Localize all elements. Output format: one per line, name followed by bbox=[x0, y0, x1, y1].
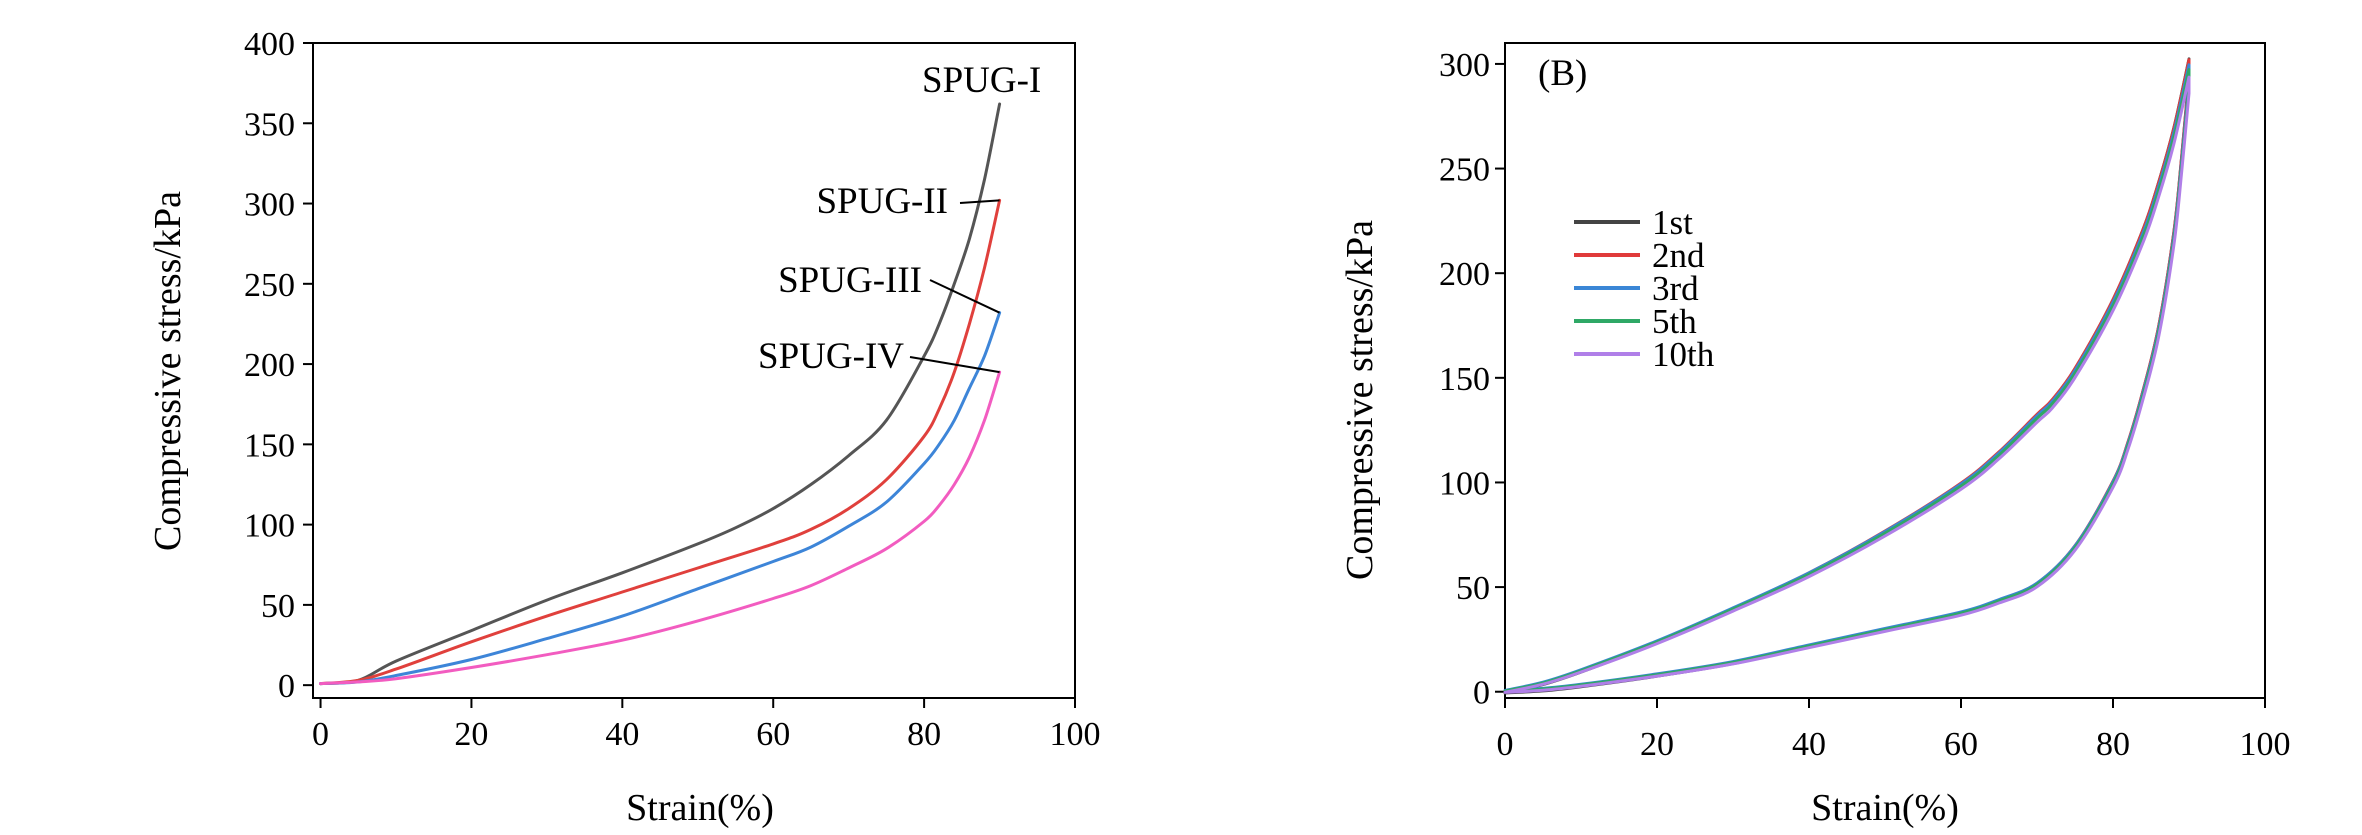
chart-b-x-tick-label: 80 bbox=[2096, 726, 2130, 763]
legend-label-2nd: 2nd bbox=[1652, 236, 1705, 275]
chart-b-x-tick-label: 20 bbox=[1640, 726, 1674, 763]
series-loop-1st bbox=[1503, 57, 2191, 695]
chart-a-ticks: 0 20 40 60 80 100 0 50 100 150 200 250 300 350 400 bbox=[244, 26, 1101, 753]
chart-a-x-tick-label: 80 bbox=[907, 716, 941, 753]
series-loop-5th bbox=[1503, 68, 2191, 693]
series-line-spug-i bbox=[319, 102, 1002, 686]
chart-a-y-tick-label: 50 bbox=[261, 588, 295, 625]
series-line-spug-iii bbox=[319, 311, 1002, 686]
chart-a-plot-frame bbox=[312, 42, 1076, 699]
chart-b: (B) 0 20 40 60 80 100 0 50 100 150 200 250 300 1st2n… bbox=[1339, 42, 2291, 829]
series-loop-2nd bbox=[1503, 58, 2191, 694]
chart-b-x-axis-label: Strain(%) bbox=[1811, 787, 1959, 829]
chart-a-x-tick-label: 20 bbox=[454, 716, 488, 753]
chart-a-y-tick-label: 400 bbox=[244, 26, 295, 63]
chart-b-y-tick-label: 250 bbox=[1439, 152, 1490, 189]
chart-a-y-tick-label: 150 bbox=[244, 427, 295, 464]
chart-b-y-tick-label: 150 bbox=[1439, 361, 1490, 398]
series-line-spug-iv bbox=[319, 370, 1002, 686]
chart-b-x-tick-label: 60 bbox=[1944, 726, 1978, 763]
legend-label-3rd: 3rd bbox=[1652, 269, 1699, 308]
annotation-spug-iv: SPUG-IV bbox=[758, 336, 904, 377]
chart-a: 0 20 40 60 80 100 0 50 100 150 200 250 300 350 400 SPU… bbox=[147, 26, 1101, 829]
legend-label-5th: 5th bbox=[1652, 302, 1697, 341]
series-line-spug-ii bbox=[319, 198, 1002, 686]
chart-a-x-tick-label: 60 bbox=[756, 716, 790, 753]
chart-b-x-tick-label: 100 bbox=[2240, 726, 2291, 763]
chart-a-y-axis-label: Compressive stress/kPa bbox=[147, 191, 189, 551]
chart-a-y-tick-label: 0 bbox=[278, 668, 295, 705]
series-loop-10th bbox=[1503, 75, 2191, 694]
chart-b-x-tick-label: 40 bbox=[1792, 726, 1826, 763]
legend-label-10th: 10th bbox=[1652, 335, 1715, 374]
chart-a-y-tick-label: 300 bbox=[244, 187, 295, 224]
annotation-leader-spug-iii bbox=[929, 279, 1000, 314]
chart-a-annotations: SPUG-I SPUG-II SPUG-III SPUG-IV bbox=[758, 60, 1041, 377]
series-loop-3rd bbox=[1503, 63, 2191, 692]
annotation-spug-ii: SPUG-II bbox=[816, 181, 948, 222]
chart-a-x-tick-label: 100 bbox=[1050, 716, 1101, 753]
chart-a-y-tick-label: 250 bbox=[244, 267, 295, 304]
chart-b-x-tick-label: 0 bbox=[1497, 726, 1514, 763]
chart-a-x-axis-label: Strain(%) bbox=[626, 787, 774, 829]
chart-b-y-tick-label: 200 bbox=[1439, 256, 1490, 293]
chart-b-ticks: 0 20 40 60 80 100 0 50 100 150 200 250 300 bbox=[1439, 47, 2291, 763]
chart-a-y-tick-label: 350 bbox=[244, 106, 295, 143]
annotation-spug-i: SPUG-I bbox=[922, 60, 1041, 101]
annotation-leader-spug-iv bbox=[909, 356, 1000, 374]
chart-b-y-tick-label: 100 bbox=[1439, 465, 1490, 502]
chart-b-y-tick-label: 50 bbox=[1456, 570, 1490, 607]
chart-a-x-tick-label: 40 bbox=[605, 716, 639, 753]
chart-b-plot-frame bbox=[1504, 42, 2266, 699]
chart-a-y-tick-label: 200 bbox=[244, 347, 295, 384]
chart-b-y-tick-label: 300 bbox=[1439, 47, 1490, 84]
chart-b-panel-label: (B) bbox=[1538, 53, 1587, 94]
annotation-spug-iii: SPUG-III bbox=[778, 260, 922, 301]
chart-b-y-axis-label: Compressive stress/kPa bbox=[1339, 220, 1381, 580]
chart-b-y-tick-label: 0 bbox=[1473, 675, 1490, 712]
legend-label-1st: 1st bbox=[1652, 203, 1693, 242]
chart-a-y-tick-label: 100 bbox=[244, 508, 295, 545]
chart-b-series bbox=[1503, 57, 2191, 695]
chart-a-series bbox=[319, 102, 1002, 686]
chart-a-x-tick-label: 0 bbox=[312, 716, 329, 753]
annotation-leader-spug-ii bbox=[959, 199, 1000, 204]
